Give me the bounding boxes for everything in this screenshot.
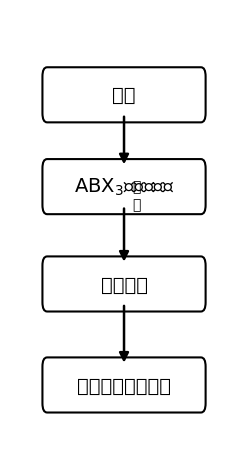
FancyBboxPatch shape	[42, 257, 206, 312]
FancyBboxPatch shape	[42, 160, 206, 215]
Text: 过
滤: 过 滤	[132, 180, 141, 211]
FancyBboxPatch shape	[42, 68, 206, 123]
Text: 原料: 原料	[112, 86, 136, 105]
Text: ABX$_3$前驱体溶液: ABX$_3$前驱体溶液	[74, 177, 174, 198]
Text: 清洗、干燥、收集: 清洗、干燥、收集	[77, 376, 171, 395]
Text: 油浴恒温: 油浴恒温	[100, 275, 148, 294]
FancyBboxPatch shape	[42, 357, 206, 413]
